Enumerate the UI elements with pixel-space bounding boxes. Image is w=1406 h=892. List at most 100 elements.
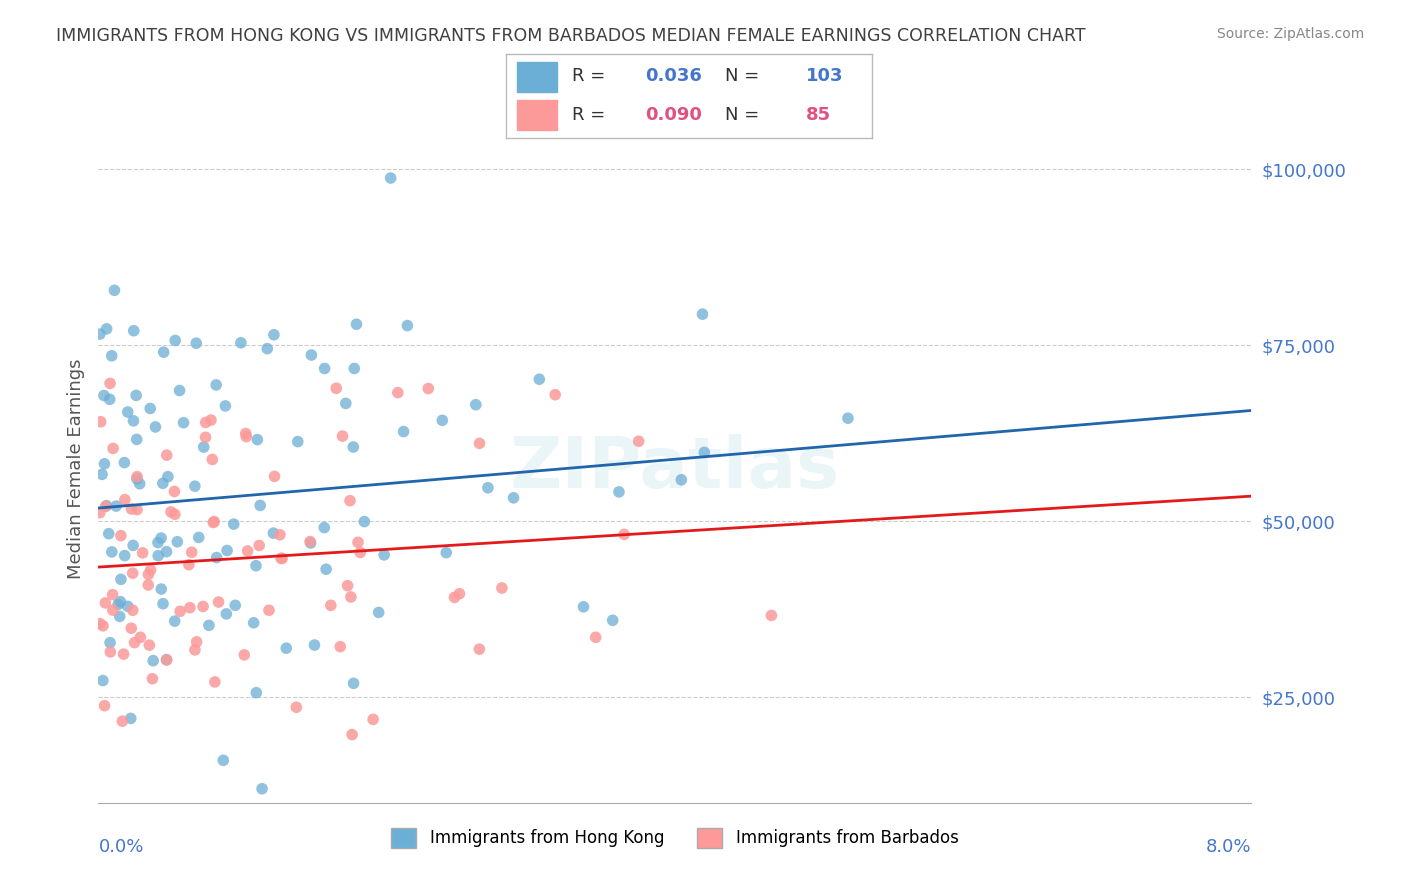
Text: 0.036: 0.036 [645, 68, 702, 86]
Point [837, 411, 859, 425]
Point [224, 599, 246, 613]
Text: IMMIGRANTS FROM HONG KONG VS IMMIGRANTS FROM BARBADOS MEDIAN FEMALE EARNINGS COR: IMMIGRANTS FROM HONG KONG VS IMMIGRANTS … [56, 27, 1085, 45]
Point [101, 545, 124, 559]
Point [93, 388, 115, 402]
Point [432, 413, 454, 427]
Point [173, 416, 195, 430]
Point [108, 609, 131, 624]
Text: R =: R = [572, 68, 612, 86]
Point [98, 645, 121, 659]
Point [96, 499, 118, 513]
Point [110, 595, 132, 609]
Point [169, 384, 191, 398]
Point [380, 171, 402, 186]
Point [98, 636, 121, 650]
Point [139, 401, 162, 416]
Point [101, 442, 124, 456]
Point [136, 578, 159, 592]
Point [152, 345, 174, 359]
Point [339, 493, 361, 508]
Point [222, 517, 245, 532]
Text: N =: N = [725, 106, 765, 124]
Point [332, 429, 354, 443]
Point [245, 558, 267, 573]
Point [242, 615, 264, 630]
Point [387, 385, 409, 400]
Point [186, 635, 208, 649]
Point [155, 545, 177, 559]
Point [392, 425, 415, 439]
Text: 103: 103 [806, 68, 844, 86]
Point [443, 591, 465, 605]
Point [89, 616, 111, 631]
Point [125, 433, 148, 447]
Point [114, 492, 136, 507]
Bar [517, 62, 557, 92]
Point [94, 596, 117, 610]
Point [114, 549, 136, 563]
Point [152, 597, 174, 611]
Point [343, 361, 366, 376]
Point [250, 781, 273, 796]
Point [271, 551, 294, 566]
Point [245, 686, 267, 700]
Point [90, 415, 112, 429]
Point [256, 342, 278, 356]
Point [249, 499, 271, 513]
Point [100, 349, 122, 363]
Point [121, 502, 143, 516]
Point [204, 675, 226, 690]
Point [585, 630, 607, 644]
Text: 0.0%: 0.0% [98, 838, 143, 855]
Text: ZIPatlas: ZIPatlas [510, 434, 839, 503]
Point [101, 588, 124, 602]
Point [319, 599, 342, 613]
Text: 85: 85 [806, 106, 831, 124]
Point [361, 712, 384, 726]
Point [464, 398, 486, 412]
Point [98, 392, 121, 407]
Point [93, 698, 115, 713]
Point [627, 434, 650, 449]
Point [89, 327, 111, 342]
Point [202, 515, 225, 529]
Point [285, 700, 308, 714]
Point [468, 436, 491, 450]
Point [602, 613, 624, 627]
Point [544, 387, 567, 401]
Point [270, 551, 292, 566]
Point [138, 567, 160, 582]
Point [156, 448, 179, 462]
Point [198, 618, 221, 632]
Point [150, 582, 173, 596]
Point [491, 581, 513, 595]
Point [269, 528, 291, 542]
Point [247, 539, 270, 553]
Point [340, 728, 363, 742]
Point [257, 603, 280, 617]
Point [212, 753, 235, 767]
Point [434, 546, 457, 560]
Point [347, 535, 370, 549]
Point [194, 430, 217, 444]
Point [373, 548, 395, 562]
Point [125, 388, 148, 402]
Point [91, 673, 114, 688]
Point [122, 324, 145, 338]
Point [336, 579, 359, 593]
Point [156, 469, 179, 483]
Point [152, 476, 174, 491]
Point [304, 638, 326, 652]
Point [449, 587, 471, 601]
Point [110, 528, 132, 542]
Point [353, 515, 375, 529]
Point [215, 607, 238, 621]
Point [200, 413, 222, 427]
Point [160, 505, 183, 519]
Point [121, 566, 143, 581]
Point [166, 534, 188, 549]
Point [124, 635, 146, 649]
Point [315, 562, 337, 576]
Point [229, 335, 252, 350]
Point [367, 606, 389, 620]
